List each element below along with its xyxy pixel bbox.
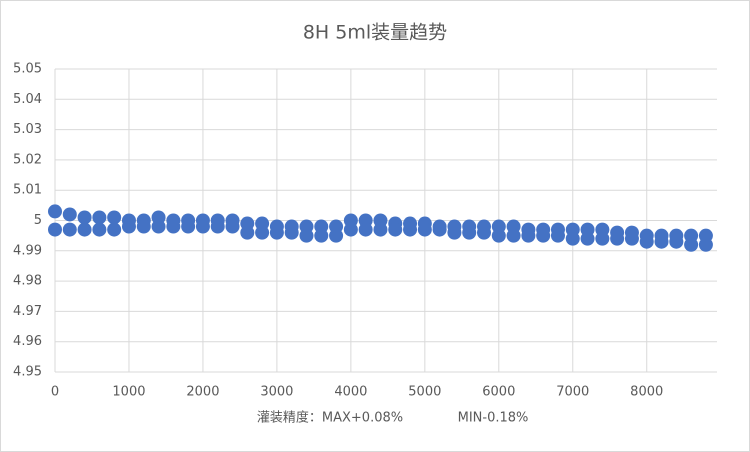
x-tick-label: 8000 (630, 385, 663, 400)
y-tick-label: 5.01 (13, 183, 42, 198)
point (210, 219, 225, 234)
point (654, 234, 669, 249)
point (151, 219, 166, 234)
y-tick-label: 4.96 (13, 334, 42, 349)
point (698, 237, 713, 252)
point (62, 207, 77, 222)
point (62, 222, 77, 237)
y-tick-label: 5.03 (13, 122, 42, 137)
point (491, 228, 506, 243)
point (136, 219, 151, 234)
point (669, 234, 684, 249)
point (595, 231, 610, 246)
point (403, 222, 418, 237)
point (195, 219, 210, 234)
point (77, 222, 92, 237)
x-tick-label: 3000 (260, 385, 293, 400)
point (314, 228, 329, 243)
point (536, 228, 551, 243)
point (447, 225, 462, 240)
x-tick-label: 5000 (408, 385, 441, 400)
point (684, 237, 699, 252)
point (107, 222, 122, 237)
point (639, 234, 654, 249)
point (624, 231, 639, 246)
x-tick-label: 6000 (482, 385, 515, 400)
point (417, 222, 432, 237)
annotation: MIN-0.18% (458, 411, 529, 426)
y-tick-label: 4.98 (13, 274, 42, 289)
y-tick-label: 5.04 (13, 92, 42, 107)
point (565, 231, 580, 246)
point (92, 222, 107, 237)
point (299, 228, 314, 243)
point (48, 204, 62, 219)
point (48, 222, 62, 237)
point (121, 219, 136, 234)
point (225, 219, 240, 234)
point (77, 210, 92, 225)
x-tick-label: 1000 (112, 385, 145, 400)
x-tick-label: 0 (51, 385, 59, 400)
point (269, 225, 284, 240)
chart-title: 8H 5ml装量趋势 (303, 22, 447, 44)
point (506, 228, 521, 243)
point (610, 231, 625, 246)
point (550, 228, 565, 243)
point (477, 225, 492, 240)
point (166, 219, 181, 234)
y-tick-label: 4.99 (13, 243, 42, 258)
x-tick-label: 4000 (334, 385, 367, 400)
y-tick-label: 5 (34, 213, 42, 228)
y-tick-label: 4.97 (13, 304, 42, 319)
point (255, 225, 270, 240)
point (358, 222, 373, 237)
y-tick-label: 5.02 (13, 152, 42, 167)
x-tick-label: 2000 (186, 385, 219, 400)
point (388, 222, 403, 237)
point (329, 228, 344, 243)
point (343, 222, 358, 237)
annotation: 灌装精度：MAX+0.08% (257, 410, 403, 426)
point (181, 219, 196, 234)
point (373, 222, 388, 237)
x-tick-label: 7000 (556, 385, 589, 400)
point (92, 210, 107, 225)
y-tick-label: 5.05 (13, 62, 42, 77)
point (240, 225, 255, 240)
point (580, 231, 595, 246)
point (284, 225, 299, 240)
point (432, 222, 447, 237)
point (462, 225, 477, 240)
point (107, 210, 122, 225)
point (521, 228, 536, 243)
y-tick-label: 4.95 (13, 365, 42, 380)
